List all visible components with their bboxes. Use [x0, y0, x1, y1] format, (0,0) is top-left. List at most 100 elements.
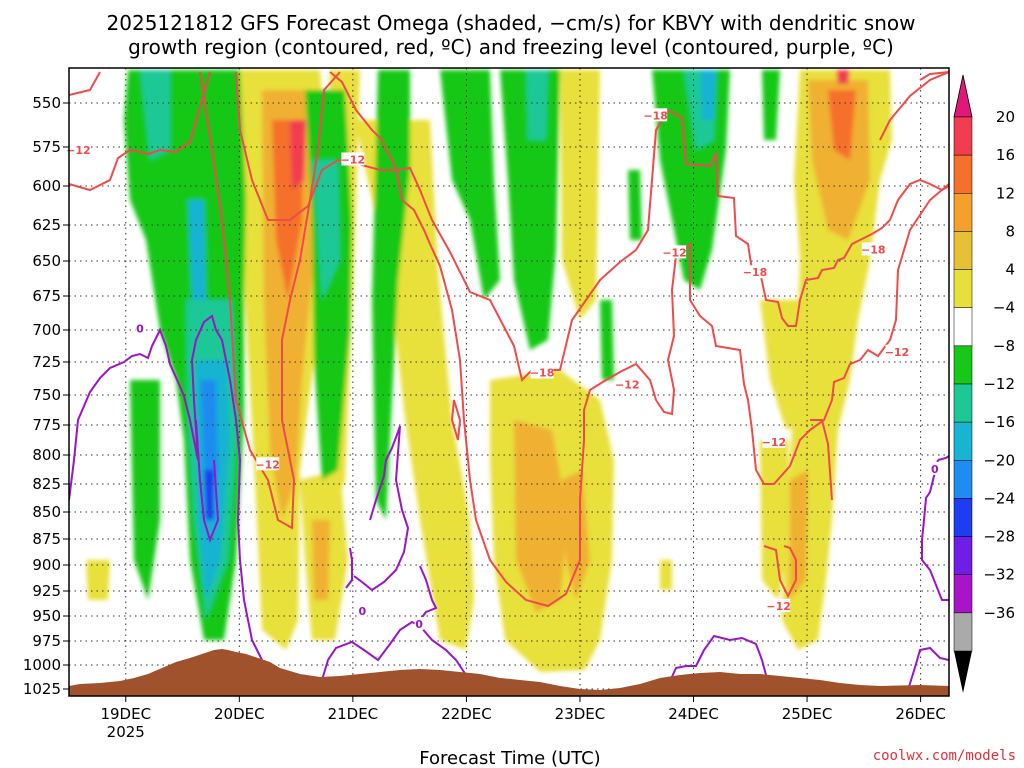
contour-label: −12: [662, 246, 687, 259]
x-tick-label: 25DEC: [782, 705, 833, 723]
x-tick-sublabel: 2025: [107, 723, 145, 741]
contour-label: −18: [530, 367, 555, 380]
contour-label-bg: [762, 434, 786, 448]
y-tick-label: 650: [32, 252, 61, 270]
x-tick-label: 23DEC: [555, 705, 606, 723]
y-tick-label: 875: [32, 530, 61, 548]
contour-label: −18: [743, 266, 768, 279]
colorbar-label: −4: [993, 299, 1015, 317]
contour-label-bg: [743, 265, 767, 279]
y-tick-label: 750: [32, 386, 61, 404]
colorbar-label: −32: [983, 566, 1015, 584]
colorbar-label: −20: [983, 451, 1015, 469]
contour-label: −12: [885, 346, 910, 359]
contour-label-bg: [663, 245, 687, 259]
contour-label-bg: [644, 108, 668, 122]
contour-label: −12: [341, 153, 366, 166]
colorbar-swatch: [953, 116, 973, 156]
colorbar-label: 12: [996, 184, 1015, 202]
y-tick-label: 725: [32, 353, 61, 371]
y-tick-label: 1025: [23, 680, 61, 698]
y-tick-label: 975: [32, 632, 61, 650]
contour-label-bg: [66, 143, 90, 157]
colorbar-label: −36: [983, 604, 1015, 622]
y-tick-label: 775: [32, 416, 61, 434]
y-axis: 550 575 600 625 650 675 700 725 750 775 800 825 850 8…: [23, 94, 69, 698]
contour-label-bg: [341, 152, 365, 166]
x-tick-label: 24DEC: [668, 705, 719, 723]
colorbar-legend: 20 16 12 8 4 −4 −8 −12 −16 −20 −24 −28 −32 −36: [953, 74, 1015, 693]
colorbar-swatch: [953, 383, 973, 423]
contour-labels: −12 −12 −18 −12 −18 −18 −12 −18 −12 −12 −12 −12 0 0 0 0: [66, 108, 940, 631]
colorbar-label: 20: [996, 108, 1015, 126]
contour-label-bg: [615, 377, 639, 391]
colorbar-swatch: [953, 536, 973, 575]
colorbar-swatch: [953, 269, 973, 308]
contour-label-bg: [135, 321, 145, 335]
x-tick-label: 20DEC: [214, 705, 265, 723]
y-tick-label: 925: [32, 582, 61, 600]
y-tick-label: 850: [32, 503, 61, 521]
y-tick-label: 825: [32, 475, 61, 493]
colorbar-swatch: [953, 612, 973, 652]
colorbar-label: 8: [1005, 222, 1015, 240]
colorbar-label: 4: [1005, 261, 1015, 279]
colorbar-swatch: [953, 193, 973, 232]
colorbar-label: 16: [996, 146, 1015, 164]
y-tick-label: 575: [32, 138, 61, 156]
x-tick-label: 22DEC: [441, 705, 492, 723]
colorbar-swatch: [953, 345, 973, 385]
y-tick-label: 900: [32, 556, 61, 574]
contour-label: −18: [861, 243, 886, 256]
grid-lines: [69, 68, 949, 696]
colorbar-swatch: [953, 307, 973, 347]
colorbar-swatch: [953, 498, 973, 537]
colorbar-top-cap: [953, 74, 973, 118]
y-tick-label: 675: [32, 287, 61, 305]
y-tick-label: 950: [32, 607, 61, 625]
contour-label: −12: [255, 458, 280, 471]
freezing-level-contours: [69, 314, 949, 691]
contour-label: 0: [931, 463, 939, 476]
y-tick-label: 800: [32, 446, 61, 464]
y-tick-label: 700: [32, 321, 61, 339]
contour-label: −18: [643, 109, 668, 122]
contour-label: 0: [415, 618, 423, 631]
contour-label-bg: [530, 365, 554, 379]
contour-label: −12: [615, 378, 640, 391]
x-axis-label: Forecast Time (UTC): [419, 748, 600, 768]
x-tick-label: 26DEC: [895, 705, 946, 723]
contour-label: −12: [766, 600, 791, 613]
y-tick-label: 600: [32, 177, 61, 195]
y-tick-label: 625: [32, 216, 61, 234]
x-tick-label: 19DEC: [100, 705, 151, 723]
contour-label-bg: [767, 599, 791, 612]
y-tick-label: 1000: [23, 656, 61, 674]
colorbar-swatch: [953, 574, 973, 614]
credit-text: coolwx.com/models: [873, 748, 1016, 764]
colorbar-swatch: [953, 460, 973, 499]
colorbar-label: −28: [983, 528, 1015, 546]
terrain: [69, 649, 949, 696]
colorbar-label: −24: [983, 489, 1015, 507]
colorbar-bottom-cap: [954, 651, 972, 693]
colorbar-label: −8: [993, 337, 1015, 355]
colorbar-swatch: [953, 231, 973, 270]
chart-title-line1: 2025121812 GFS Forecast Omega (shaded, −…: [107, 11, 916, 35]
chart-title-line2: growth region (contoured, red, ºC) and f…: [128, 35, 894, 59]
contour-label: −12: [66, 144, 91, 157]
contour-label-bg: [357, 604, 367, 617]
colorbar-swatch: [953, 421, 973, 461]
plot-frame: [68, 67, 950, 697]
contour-label-bg: [885, 344, 909, 358]
contour-label-bg: [414, 617, 424, 630]
colorbar-label: −16: [983, 413, 1015, 431]
snow-growth-contours: [69, 71, 949, 608]
y-tick-label: 550: [32, 94, 61, 112]
contour-label: 0: [359, 605, 367, 618]
contour-label: 0: [136, 323, 144, 336]
contour-label: −12: [762, 436, 787, 449]
colorbar-swatch: [953, 154, 973, 194]
